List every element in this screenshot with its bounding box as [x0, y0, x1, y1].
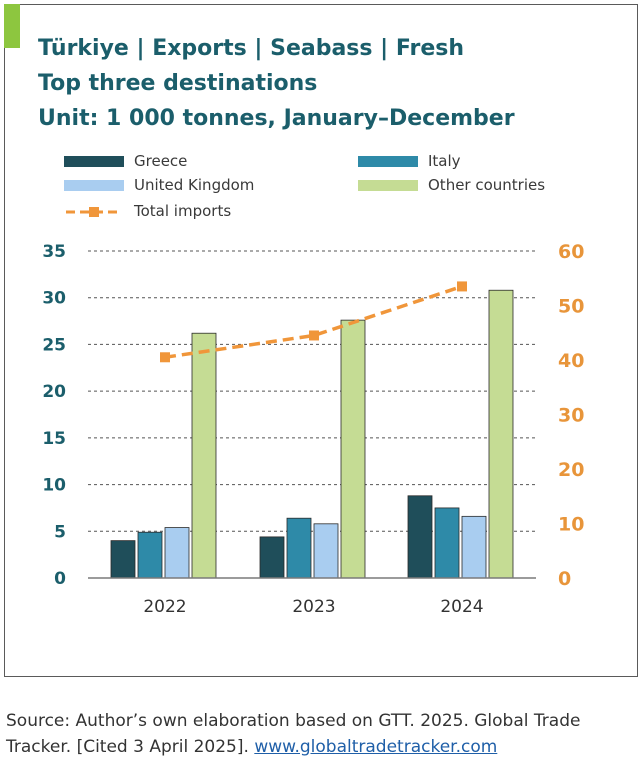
source-link[interactable]: www.globaltradetracker.com: [254, 737, 498, 757]
source-text: Source: Author’s own elaboration based o…: [6, 711, 581, 757]
y-tick-label: 10: [42, 476, 66, 496]
legend-label-other: Other countries: [428, 176, 546, 194]
chart-plot: 0 5 10 15 20 25 30 35 0 10 20 30 40 50 60 2022 2023 2024: [42, 241, 584, 617]
y-tick-label: 35: [42, 242, 66, 262]
y2-tick-label: 10: [558, 514, 584, 536]
legend-swatch-total: [66, 207, 122, 217]
bar-other-countries: [191, 332, 217, 579]
y2-tick-label: 50: [558, 296, 584, 318]
legend-swatch-uk: [64, 180, 124, 191]
y2-tick-label: 40: [558, 350, 584, 372]
bar-united-kingdom: [164, 527, 190, 579]
bar-other-countries: [488, 289, 514, 579]
chart-title: Türkiye | Exports | Seabass | Fresh: [38, 36, 465, 61]
bar-greece: [407, 495, 433, 579]
source-note: Source: Author’s own elaboration based o…: [6, 708, 636, 760]
legend-swatch-italy: [358, 156, 418, 167]
y2-tick-label: 60: [558, 241, 584, 263]
y-tick-label: 5: [54, 522, 66, 542]
y-tick-label: 30: [42, 289, 66, 309]
y-tick-label: 0: [54, 569, 66, 589]
chart-unit: Unit: 1 000 tonnes, January–December: [38, 106, 515, 131]
y2-tick-label: 20: [558, 459, 584, 481]
bar-italy: [434, 507, 460, 579]
y2-tick-label: 30: [558, 405, 584, 427]
chart-subtitle: Top three destinations: [38, 71, 318, 96]
y2-tick-label: 0: [558, 568, 571, 590]
bar-greece: [110, 540, 136, 579]
legend-swatch-greece: [64, 156, 124, 167]
legend-label-greece: Greece: [134, 152, 188, 170]
total-imports-marker: [309, 330, 319, 341]
legend-label-italy: Italy: [428, 152, 461, 170]
bar-united-kingdom: [461, 515, 487, 579]
bar-italy: [286, 517, 312, 579]
legend-swatch-other: [358, 180, 418, 191]
x-tick-label: 2022: [143, 597, 186, 617]
bar-greece: [259, 536, 285, 579]
legend-label-total: Total imports: [134, 202, 232, 220]
y-tick-label: 15: [42, 429, 66, 449]
bar-italy: [137, 531, 163, 579]
bar-united-kingdom: [313, 523, 339, 579]
legend-label-uk: United Kingdom: [134, 176, 255, 194]
accent-bar: [4, 4, 20, 48]
x-tick-label: 2024: [440, 597, 483, 617]
y-tick-label: 25: [42, 335, 66, 355]
x-tick-label: 2023: [292, 597, 335, 617]
bar-other-countries: [340, 319, 366, 579]
total-imports-marker: [457, 281, 467, 292]
total-imports-marker: [160, 352, 170, 363]
y-tick-label: 20: [42, 382, 66, 402]
